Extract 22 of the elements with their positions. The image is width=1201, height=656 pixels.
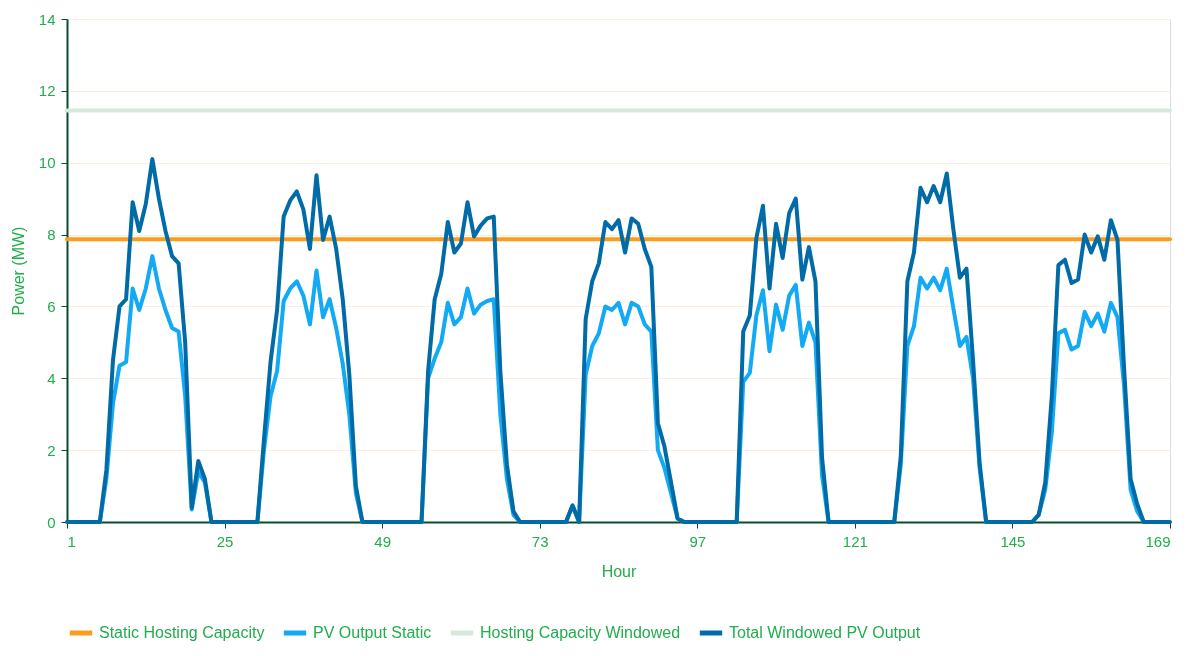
x-tick-label: 25 (216, 532, 234, 550)
x-tick-label: 145 (1000, 532, 1026, 550)
y-tick-label: 12 (38, 82, 56, 100)
legend-label: PV Output Static (313, 624, 432, 641)
y-tick-label: 10 (38, 154, 56, 172)
x-tick-label: 1 (67, 532, 76, 550)
y-tick-label: 2 (47, 441, 56, 459)
y-axis-title: Power (MW) (9, 226, 27, 316)
x-tick-label: 121 (842, 532, 868, 550)
legend-label: Total Windowed PV Output (729, 624, 921, 641)
legend-label: Hosting Capacity Windowed (480, 624, 681, 641)
y-tick-label: 14 (38, 10, 56, 28)
y-tick-label: 0 (47, 513, 56, 531)
y-tick-label: 4 (47, 369, 56, 387)
x-axis-title: Hour (601, 562, 638, 580)
x-tick-label: 97 (689, 532, 707, 550)
y-tick-label: 8 (47, 226, 56, 244)
y-tick-label: 6 (47, 297, 56, 315)
x-tick-label: 49 (374, 532, 391, 550)
x-tick-label: 169 (1145, 532, 1171, 550)
x-tick-label: 73 (531, 532, 549, 550)
legend-label: Static Hosting Capacity (99, 624, 265, 641)
